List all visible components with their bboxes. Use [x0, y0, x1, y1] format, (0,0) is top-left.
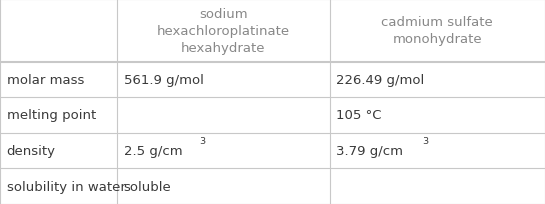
Text: melting point: melting point — [7, 109, 96, 122]
Text: 2.5 g/cm: 2.5 g/cm — [124, 144, 183, 157]
Text: 3.79 g/cm: 3.79 g/cm — [336, 144, 403, 157]
Text: 3: 3 — [423, 136, 429, 145]
Text: 3: 3 — [199, 136, 205, 145]
Text: 2.5 g/cm: 2.5 g/cm — [124, 144, 183, 157]
Text: density: density — [7, 144, 56, 157]
Text: soluble: soluble — [124, 180, 172, 193]
Text: 561.9 g/mol: 561.9 g/mol — [124, 73, 204, 86]
Text: 105 °C: 105 °C — [336, 109, 381, 122]
Text: cadmium sulfate
monohydrate: cadmium sulfate monohydrate — [382, 16, 493, 46]
Text: 3.79 g/cm: 3.79 g/cm — [336, 144, 403, 157]
Text: 226.49 g/mol: 226.49 g/mol — [336, 73, 425, 86]
Text: solubility in water: solubility in water — [7, 180, 125, 193]
Text: sodium
hexachloroplatinate
hexahydrate: sodium hexachloroplatinate hexahydrate — [157, 8, 290, 54]
Text: molar mass: molar mass — [7, 73, 84, 86]
